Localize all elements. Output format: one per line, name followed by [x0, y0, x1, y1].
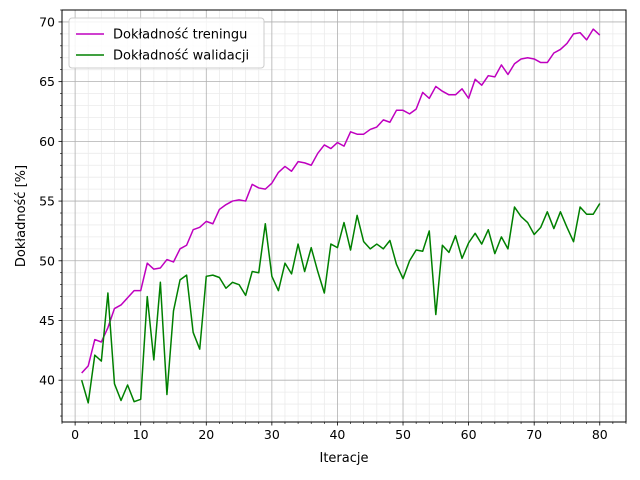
legend-label-2: Dokładność walidacji: [113, 49, 249, 64]
x-tick-label: 40: [329, 427, 345, 442]
y-tick-label: 40: [39, 373, 55, 388]
x-tick-label: 50: [395, 427, 411, 442]
legend-label-1: Dokładność treningu: [113, 28, 247, 43]
y-tick-label: 60: [39, 134, 55, 149]
x-tick-label: 0: [71, 427, 79, 442]
x-tick-label: 30: [264, 427, 280, 442]
y-tick-label: 55: [39, 194, 55, 209]
y-axis-title: Dokładność [%]: [14, 165, 29, 267]
legend: Dokładność treningu Dokładność walidacji: [68, 17, 265, 69]
y-tick-label: 70: [39, 14, 55, 29]
axis-ticks: 0 10 20 30 40 50 60 70 80 40 45 50 55 60 65 70: [39, 9, 627, 442]
y-tick-label: 50: [39, 253, 55, 268]
y-tick-label: 65: [39, 74, 55, 89]
plot-frame: [61, 9, 627, 423]
x-tick-label: 70: [526, 427, 542, 442]
x-tick-label: 60: [461, 427, 477, 442]
major-grid: [62, 10, 626, 422]
series-layer: [80, 28, 601, 404]
x-tick-label: 10: [133, 427, 149, 442]
y-tick-label: 45: [39, 313, 55, 328]
legend-box: [68, 17, 265, 69]
x-axis-title: Iteracje: [320, 451, 369, 466]
x-tick-label: 20: [198, 427, 214, 442]
series-line-2: [80, 203, 601, 404]
series-line-1: [81, 28, 601, 374]
x-tick-label: 80: [592, 427, 608, 442]
